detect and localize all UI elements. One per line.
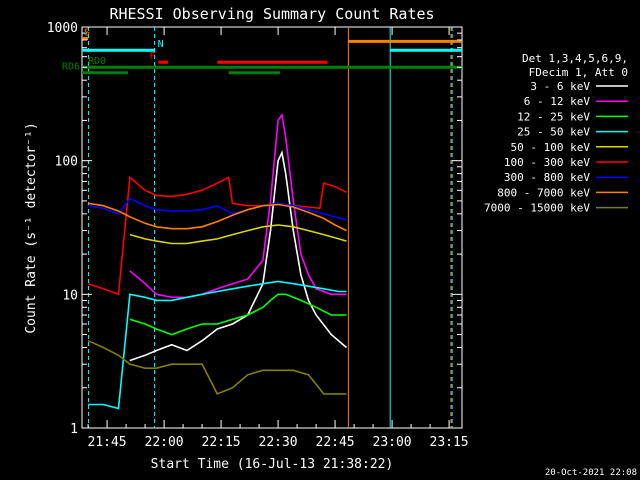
series-line-800-7000kev (87, 202, 347, 232)
x-tick-label-4: 22:45 (316, 435, 355, 450)
y-axis-label: Count Rate (s⁻¹ detector⁻¹) (24, 122, 39, 333)
flag-bars: S NF RD0 RD6 (62, 28, 462, 75)
legend-label-3: 25 - 50 keV (517, 126, 590, 139)
legend-label-8: 7000 - 15000 keV (484, 202, 590, 215)
plot-frame (81, 26, 463, 429)
legend-header-0: Det 1,3,4,5,6,9, (522, 52, 628, 65)
legend-label-1: 6 - 12 keV (524, 95, 591, 108)
legend-header-1: FDecim 1, Att 0 (529, 66, 628, 79)
legend-label-2: 12 - 25 keV (517, 110, 590, 123)
legend: Det 1,3,4,5,6,9,FDecim 1, Att 03 - 6 keV… (484, 52, 628, 215)
y-tick-label-1: 10 (62, 288, 78, 303)
x-tick-label-6: 23:15 (430, 435, 469, 450)
vertical-markers (87, 27, 453, 428)
legend-label-7: 800 - 7000 keV (497, 186, 590, 199)
series-line-300-800kev (87, 197, 347, 221)
x-tick-label-0: 21:45 (88, 435, 127, 450)
series-line-50-100kev (129, 224, 347, 245)
series-line-100-300kev (87, 175, 347, 296)
x-tick-label-5: 23:00 (373, 435, 412, 450)
legend-label-5: 100 - 300 keV (504, 156, 590, 169)
series-line-3-6kev (129, 149, 348, 362)
timestamp-label: 20-Oct-2021 22:08 (545, 468, 637, 478)
series-line-6-12kev (129, 112, 347, 299)
x-axis-label: Start Time (16-Jul-13 21:38:22) (151, 457, 394, 472)
chart-title: RHESSI Observing Summary Count Rates (109, 5, 434, 23)
y-tick-label-3: 1000 (47, 21, 78, 36)
x-tick-label-2: 22:15 (202, 435, 241, 450)
flag-label-RD6: RD6 (62, 62, 80, 73)
y-tick-label-2: 100 (55, 155, 78, 170)
flag-label-F: F (149, 51, 155, 62)
axes: 21:45 22:00 22:15 22:30 22:45 23:00 23:15 1 10 10… (47, 21, 469, 450)
legend-label-4: 50 - 100 keV (511, 141, 591, 154)
series-line-12-25kev (129, 293, 347, 336)
series-lines (87, 112, 348, 410)
flag-label-RD0: RD0 (88, 56, 106, 67)
series-line-7000-15000kev (87, 339, 347, 395)
x-tick-label-1: 22:00 (145, 435, 184, 450)
flag-label-N: N (158, 39, 164, 50)
series-line-25-50kev (88, 280, 347, 410)
x-tick-label-3: 22:30 (259, 435, 298, 450)
y-tick-label-0: 1 (70, 422, 78, 437)
legend-label-6: 300 - 800 keV (504, 171, 590, 184)
legend-label-0: 3 - 6 keV (530, 80, 590, 93)
flag-label-S: S (84, 28, 90, 39)
